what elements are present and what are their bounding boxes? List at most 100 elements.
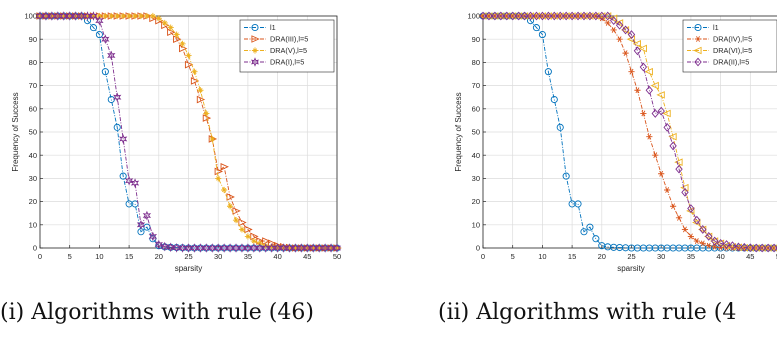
caption-left: (i) Algorithms with rule (46) [0, 300, 314, 325]
y-tick-label: 70 [29, 81, 37, 90]
x-tick-label: 45 [303, 252, 311, 261]
y-tick-label: 90 [472, 35, 480, 44]
data-point [485, 11, 493, 21]
data-point [694, 57, 702, 67]
data-point [586, 11, 594, 21]
y-tick-label: 60 [472, 104, 480, 113]
data-point [658, 170, 665, 177]
legend-label: l1 [713, 23, 719, 32]
data-point [130, 178, 140, 188]
data-point [113, 123, 121, 131]
y-tick-label: 0 [476, 244, 480, 253]
data-point [160, 241, 169, 252]
data-point [184, 60, 194, 69]
data-point [544, 68, 552, 76]
data-point [633, 46, 642, 56]
x-tick-label: 10 [538, 252, 546, 261]
data-point [699, 240, 706, 247]
y-tick-label: 20 [29, 197, 37, 206]
x-tick-label: 15 [125, 252, 133, 261]
data-point [734, 242, 743, 252]
y-tick-label: 10 [29, 220, 37, 229]
data-point [251, 47, 259, 54]
data-point [668, 132, 677, 141]
data-point [491, 11, 499, 21]
data-point [90, 12, 97, 20]
data-point [664, 187, 671, 193]
x-tick-label: 25 [627, 252, 635, 261]
data-point [124, 175, 134, 186]
y-tick-label: 10 [472, 220, 480, 229]
data-point [215, 175, 222, 182]
data-point [705, 242, 712, 249]
series-3 [35, 11, 342, 253]
legend-label: DRA(VI),l=5 [713, 46, 752, 55]
data-point [627, 30, 636, 39]
data-point [520, 11, 529, 21]
x-tick-label: 25 [184, 252, 192, 261]
x-tick-label: 0 [481, 252, 485, 261]
data-point [190, 77, 200, 85]
y-tick-label: 30 [29, 174, 37, 183]
data-point [238, 218, 247, 227]
data-point [622, 50, 629, 57]
data-point [687, 204, 695, 213]
data-point [238, 226, 246, 233]
data-point [108, 12, 115, 20]
data-point [310, 244, 317, 252]
data-point [615, 20, 624, 30]
data-point [131, 12, 139, 20]
legend-box [682, 19, 777, 73]
data-point [209, 135, 216, 143]
y-tick-label: 30 [472, 174, 480, 183]
data-point [556, 11, 564, 21]
data-point [196, 95, 206, 104]
data-point [716, 238, 725, 248]
data-point [663, 122, 671, 132]
data-point [102, 12, 109, 20]
data-point [95, 31, 103, 39]
data-point [652, 152, 659, 159]
data-point [621, 25, 630, 35]
data-point [770, 243, 777, 253]
data-point [126, 12, 133, 20]
data-point [161, 19, 168, 27]
legend-label: l1 [270, 23, 276, 32]
data-point [185, 52, 192, 59]
data-point [693, 238, 700, 244]
data-point [687, 233, 694, 240]
data-point [232, 207, 241, 215]
data-point [650, 81, 659, 90]
y-tick-label: 80 [472, 58, 480, 67]
data-point [101, 34, 110, 45]
data-point [143, 223, 151, 231]
data-point [769, 244, 777, 252]
data-point [574, 200, 582, 208]
data-point [244, 233, 251, 240]
x-tick-label: 0 [38, 252, 42, 261]
data-point [632, 40, 641, 48]
data-point [604, 11, 612, 21]
data-point [479, 11, 487, 21]
data-point [221, 186, 228, 194]
data-point [598, 11, 606, 21]
x-tick-label: 30 [214, 252, 222, 261]
x-tick-label: 20 [598, 252, 606, 261]
y-tick-label: 50 [29, 128, 37, 137]
y-tick-label: 60 [29, 104, 37, 113]
legend-label: DRA(IV),l=5 [713, 35, 752, 44]
legend: l1 DRA(III),l=5 DRA(V),l=5 DRA(I),l=5 [239, 19, 335, 73]
data-point [693, 215, 701, 225]
data-point [711, 243, 718, 250]
data-point [251, 35, 260, 43]
data-point [137, 12, 145, 20]
data-point [669, 203, 677, 210]
data-point [550, 11, 558, 21]
chart-0: 0 5 10 15 20 25 30 35 40 45 50 0 10 20 30 40 50 60 70 80 90 1… [11, 11, 342, 273]
data-point [592, 235, 600, 243]
y-tick-label: 0 [33, 244, 37, 253]
series-3 [479, 11, 777, 253]
data-point [143, 12, 151, 20]
data-point [274, 244, 281, 251]
data-point [752, 243, 760, 253]
